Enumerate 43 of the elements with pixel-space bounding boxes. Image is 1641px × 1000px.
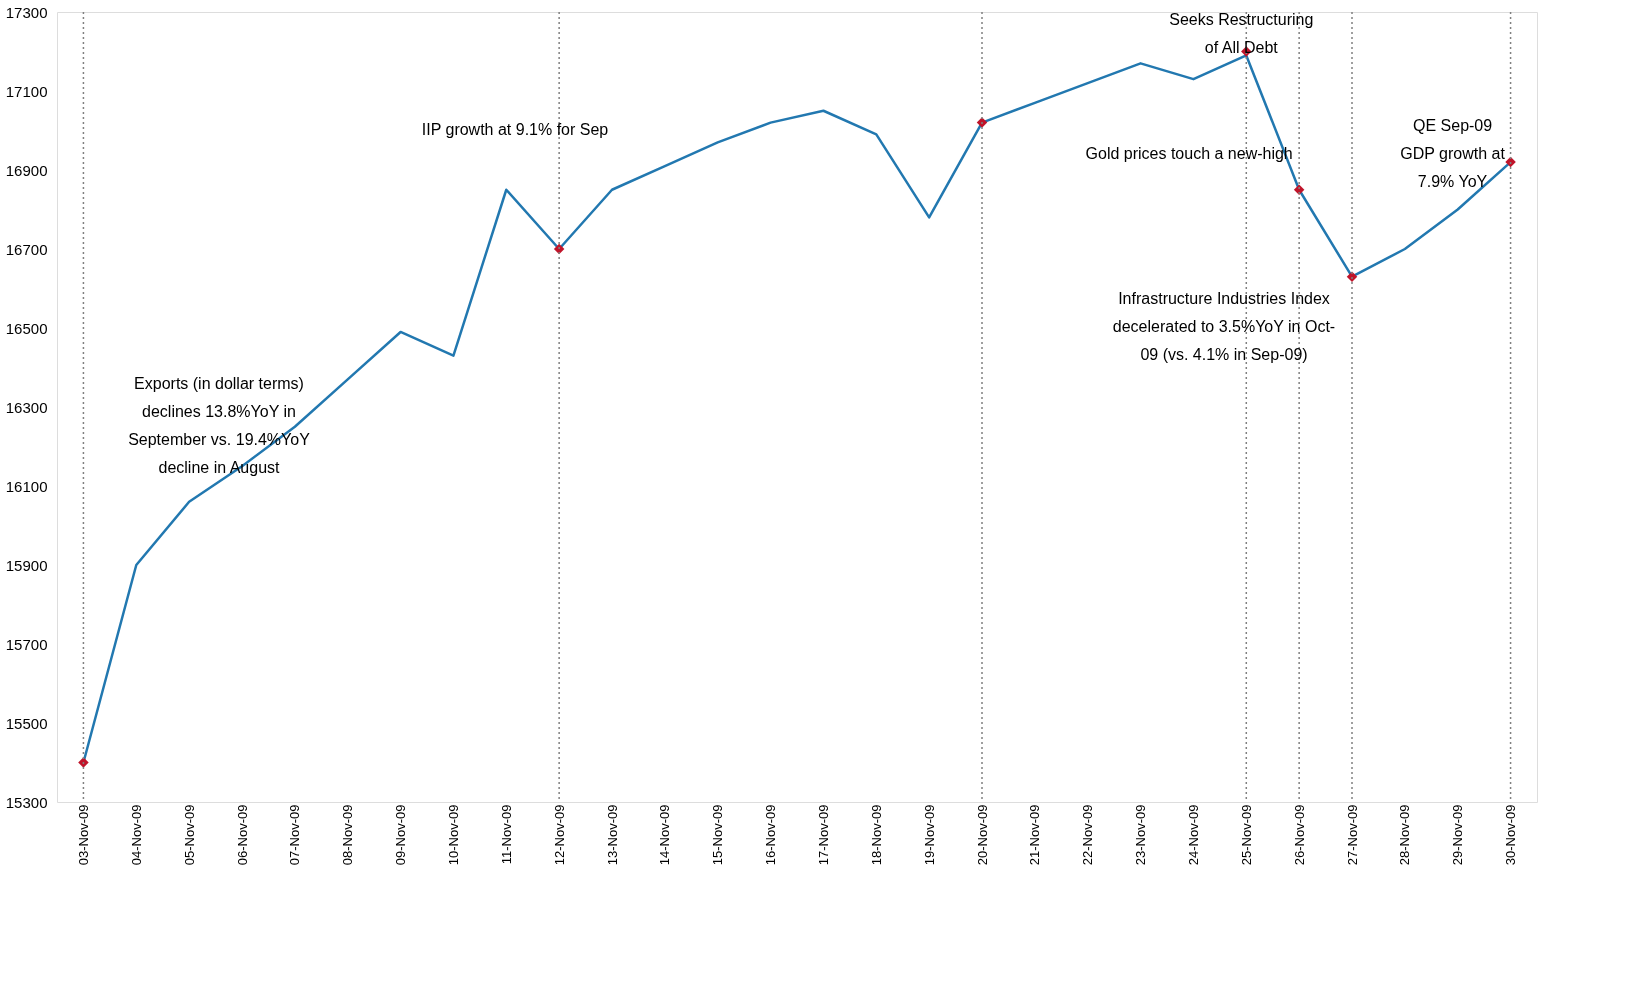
x-tick-label: 17-Nov-09 xyxy=(815,804,831,866)
y-tick-label: 15900 xyxy=(5,556,48,574)
annotation: Seeks Restructuring of All Debt xyxy=(1169,10,1314,56)
x-tick-label: 08-Nov-09 xyxy=(340,804,356,866)
x-tick-label: 13-Nov-09 xyxy=(604,804,620,866)
x-tick-label: 29-Nov-09 xyxy=(1450,804,1466,866)
y-tick-label: 16100 xyxy=(5,477,48,495)
x-tick-label: 20-Nov-09 xyxy=(974,804,990,866)
y-tick-label: 17300 xyxy=(5,3,48,21)
y-tick-label: 16900 xyxy=(5,161,48,179)
x-tick-label: 25-Nov-09 xyxy=(1238,804,1254,866)
x-tick-label: 21-Nov-09 xyxy=(1027,804,1043,866)
y-tick-label: 16700 xyxy=(5,240,48,258)
x-tick-label: 16-Nov-09 xyxy=(763,804,779,866)
x-tick-label: 28-Nov-09 xyxy=(1397,804,1413,866)
x-tick-label: 23-Nov-09 xyxy=(1133,804,1149,866)
annotation: Infrastructure Industries Index decelerated to 3.5%YoY in Oct- 09 (vs. 4.1% in Sep-09) xyxy=(1112,289,1336,363)
x-tick-label: 12-Nov-09 xyxy=(551,804,567,866)
x-tick-label: 03-Nov-09 xyxy=(75,804,91,866)
x-tick-label: 10-Nov-09 xyxy=(445,804,461,866)
y-tick-label: 15700 xyxy=(5,635,48,653)
x-tick-label: 07-Nov-09 xyxy=(287,804,303,866)
x-tick-label: 09-Nov-09 xyxy=(393,804,409,866)
y-tick-label: 15500 xyxy=(5,714,48,732)
x-tick-label: 05-Nov-09 xyxy=(181,804,197,866)
x-tick-label: 18-Nov-09 xyxy=(868,804,884,866)
y-tick-label: 17100 xyxy=(5,82,48,100)
x-tick-label: 26-Nov-09 xyxy=(1291,804,1307,866)
x-tick-label: 06-Nov-09 xyxy=(234,804,250,866)
annotation: QE Sep-09 GDP growth at 7.9% YoY xyxy=(1400,117,1506,191)
x-tick-label: 30-Nov-09 xyxy=(1503,804,1519,866)
annotation: IIP growth at 9.1% for Sep xyxy=(421,121,609,138)
x-tick-label: 24-Nov-09 xyxy=(1185,804,1201,866)
y-tick-label: 15300 xyxy=(5,793,48,811)
y-tick-label: 16500 xyxy=(5,319,48,337)
x-tick-label: 15-Nov-09 xyxy=(710,804,726,866)
x-tick-label: 27-Nov-09 xyxy=(1344,804,1360,866)
x-tick-label: 22-Nov-09 xyxy=(1080,804,1096,866)
x-tick-label: 11-Nov-09 xyxy=(498,804,514,865)
x-tick-label: 14-Nov-09 xyxy=(657,804,673,866)
y-tick-label: 16300 xyxy=(5,398,48,416)
x-tick-label: 19-Nov-09 xyxy=(921,804,937,866)
x-tick-label: 04-Nov-09 xyxy=(128,804,144,866)
